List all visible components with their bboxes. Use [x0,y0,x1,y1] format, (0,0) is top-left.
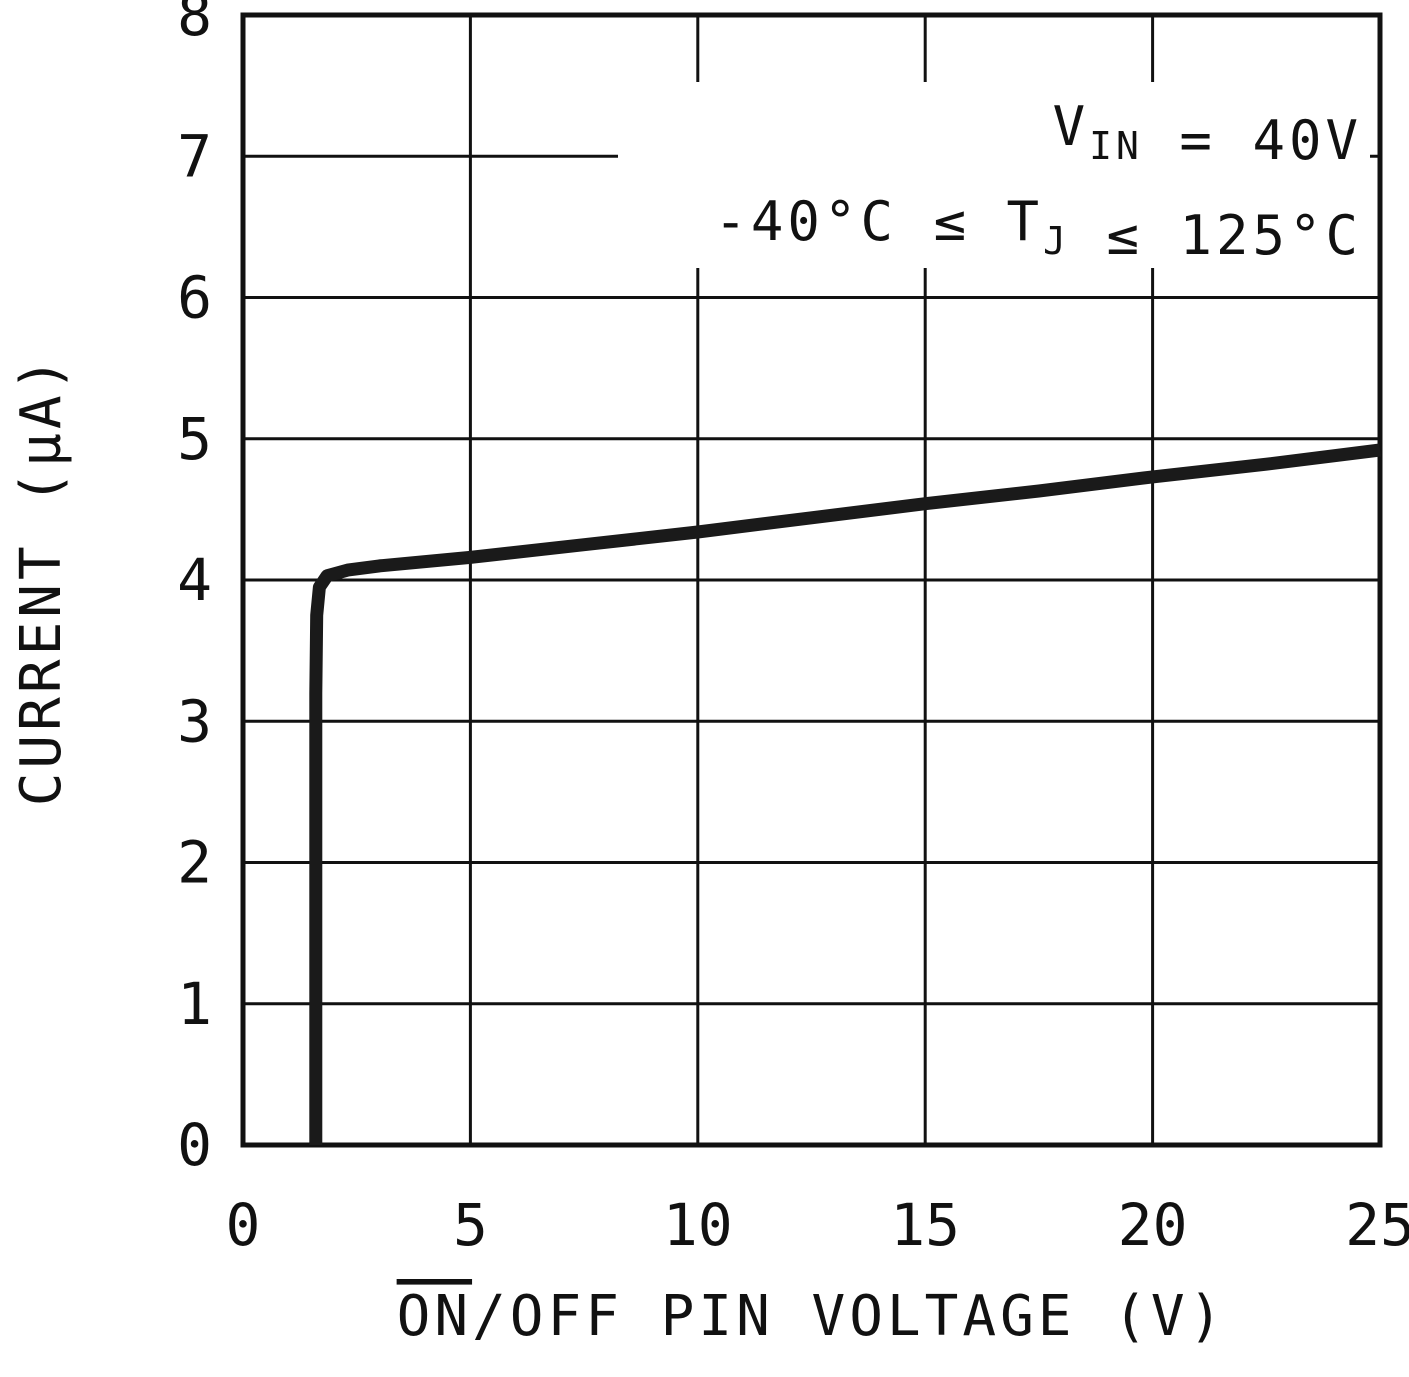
y-tick-label: 1 [177,970,212,1038]
y-tick-label: 6 [177,264,212,332]
annotation-mask [618,82,1370,268]
y-tick-label: 7 [177,122,212,190]
y-tick-label: 8 [177,0,212,49]
x-tick-label: 0 [226,1191,261,1259]
y-tick-label: 2 [177,829,212,897]
y-axis-label: CURRENT (µA) [9,354,74,807]
annotation-temperature-condition: -40°C ≤ TJ ≤ 125°C [714,190,1362,267]
y-tick-label: 0 [177,1111,212,1179]
y-tick-label: 5 [177,405,212,473]
x-axis-label: ON/OFF PIN VOLTAGE (V) [397,1284,1227,1349]
x-tick-label: 15 [890,1191,960,1259]
y-tick-label: 4 [177,546,212,614]
plot-frame [240,12,1383,1148]
annotation-vin-condition: VIN = 40V [1053,95,1362,172]
x-tick-label: 5 [453,1191,488,1259]
x-tick-label: 10 [663,1191,733,1259]
x-tick-label: 25 [1345,1191,1409,1259]
x-tick-label: 20 [1118,1191,1188,1259]
y-tick-label: 3 [177,687,212,755]
series-line-on-off-pin-current [309,443,1381,1145]
